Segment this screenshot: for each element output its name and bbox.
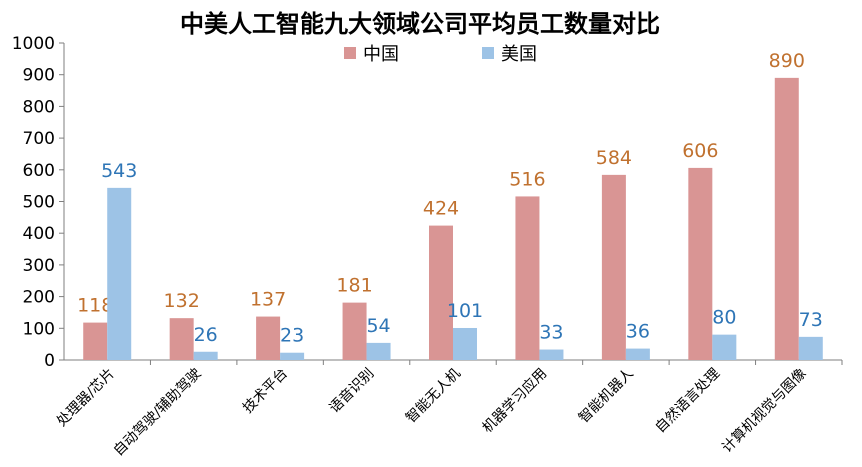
bar-china xyxy=(169,318,194,360)
data-label-china: 606 xyxy=(682,140,718,162)
data-label-usa: 23 xyxy=(280,325,304,347)
data-label-china: 890 xyxy=(769,50,805,72)
data-label-usa: 80 xyxy=(712,307,736,329)
x-category-label: 技术平台 xyxy=(240,366,291,417)
bar-usa xyxy=(453,327,477,360)
legend-label-usa: 美国 xyxy=(501,44,537,65)
bar-china xyxy=(774,77,799,361)
legend: 中国 美国 xyxy=(344,44,537,65)
bar-usa xyxy=(193,351,218,360)
x-category-label: 处理器/芯片 xyxy=(54,366,118,430)
y-tick-label: 800 xyxy=(23,97,55,117)
data-label-china: 132 xyxy=(164,290,200,312)
legend-swatch-usa xyxy=(482,47,494,59)
y-tick-label: 700 xyxy=(23,129,55,149)
bar-china xyxy=(601,174,626,360)
bar-usa xyxy=(280,352,305,360)
data-label-usa: 26 xyxy=(194,324,218,346)
data-label-china: 181 xyxy=(336,275,372,297)
data-label-usa: 33 xyxy=(539,322,563,344)
chart-title: 中美人工智能九大领域公司平均员工数量对比 xyxy=(180,10,660,38)
data-label-china: 584 xyxy=(596,147,632,169)
bar-china xyxy=(688,167,713,360)
x-category-label: 机器学习应用 xyxy=(479,365,550,436)
y-tick-label: 0 xyxy=(44,351,55,371)
x-category-label: 智能无人机 xyxy=(403,366,464,427)
bar-china xyxy=(342,302,367,360)
data-label-china: 516 xyxy=(509,168,545,190)
y-tick-label: 1000 xyxy=(12,34,55,54)
bar-usa xyxy=(539,349,564,360)
data-label-china: 424 xyxy=(423,198,459,220)
x-category-label: 语音识别 xyxy=(326,365,378,417)
data-label-usa: 101 xyxy=(447,300,483,322)
x-category-label: 计算机视觉与图像 xyxy=(719,366,810,457)
bar-usa xyxy=(107,187,132,360)
x-category-label: 自动驾驶/辅助驾驶 xyxy=(111,366,205,460)
y-tick-label: 600 xyxy=(23,161,55,181)
y-tick-label: 300 xyxy=(23,256,55,276)
bar-china xyxy=(256,316,281,360)
y-axis: 0 100 200 300 400 500 600 700 800 900 1000 xyxy=(12,34,64,371)
bar-china xyxy=(83,322,108,360)
bar-china xyxy=(429,225,453,360)
bar-usa xyxy=(798,336,823,360)
y-tick-label: 500 xyxy=(23,193,55,213)
y-tick-label: 400 xyxy=(23,224,55,244)
data-label-usa: 36 xyxy=(626,321,650,343)
bar-usa xyxy=(366,342,391,360)
legend-swatch-china xyxy=(344,47,356,59)
x-category-label: 智能机器人 xyxy=(576,366,637,427)
bars: 118 543 132 26 137 23 181 54 424 101 516 33 584 36 606… xyxy=(77,50,843,365)
data-label-usa: 54 xyxy=(366,315,390,337)
data-label-china: 118 xyxy=(77,295,113,317)
x-axis-labels: 处理器/芯片自动驾驶/辅助驾驶 技术平台 语音识别 智能无人机 机器学习应用 智能机器人自… xyxy=(54,365,810,460)
y-tick-label: 200 xyxy=(23,288,55,308)
data-label-china: 137 xyxy=(250,289,286,311)
data-label-usa: 543 xyxy=(101,160,137,182)
legend-label-china: 中国 xyxy=(363,44,399,65)
bar-usa xyxy=(712,334,737,360)
y-tick-label: 900 xyxy=(23,66,55,86)
data-label-usa: 73 xyxy=(799,309,823,331)
x-category-label: 自然语言处理 xyxy=(652,365,723,436)
bar-usa xyxy=(625,348,650,360)
bar-china xyxy=(515,196,540,360)
y-tick-label: 100 xyxy=(23,319,55,339)
